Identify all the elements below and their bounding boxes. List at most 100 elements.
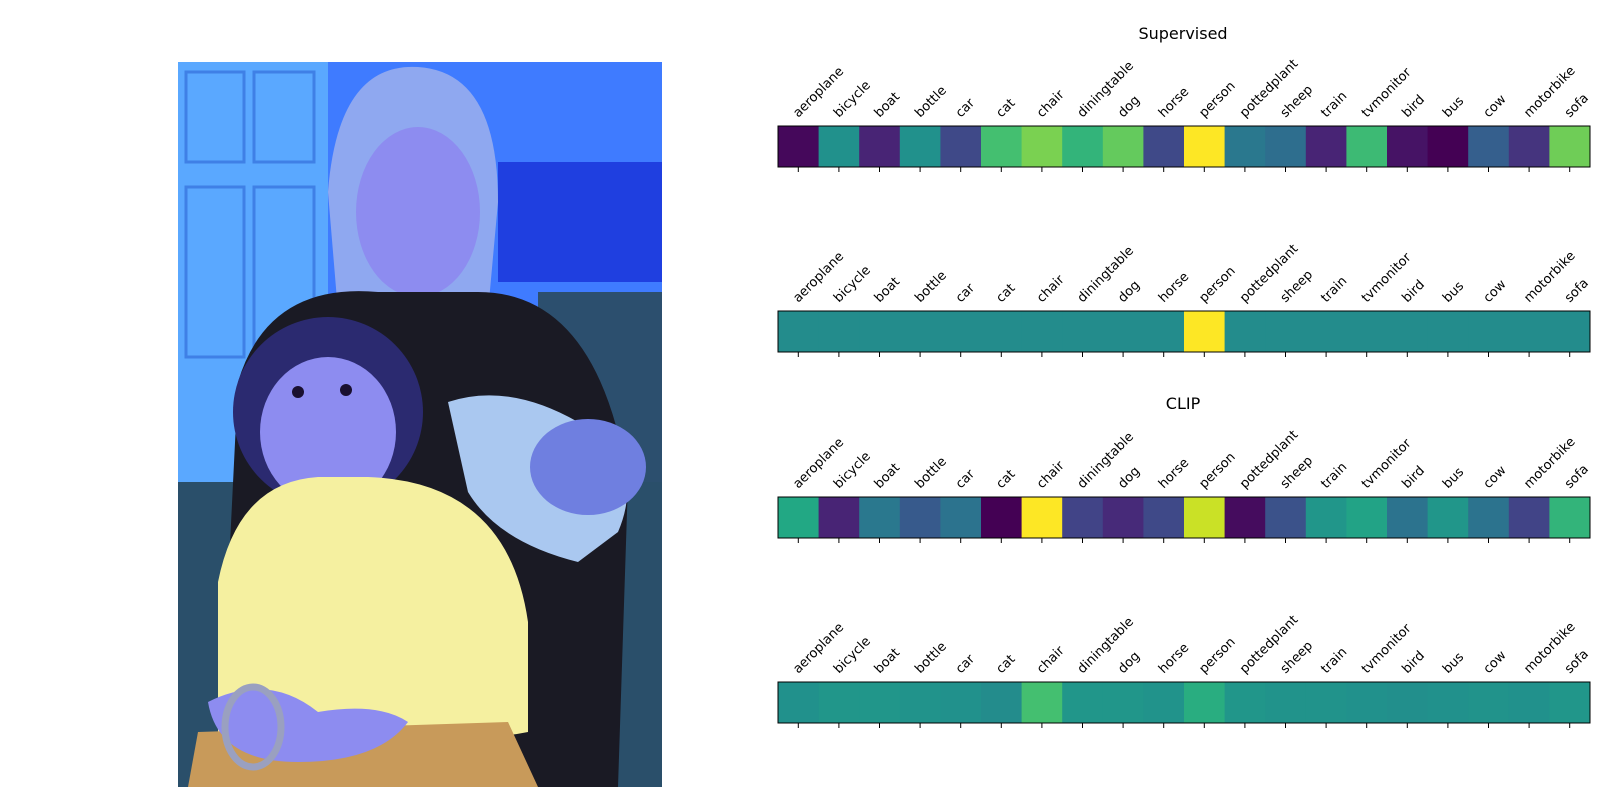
tick-label-train: train xyxy=(1318,460,1350,492)
heatmap-cell-boat xyxy=(859,682,901,723)
tick-label-car: car xyxy=(953,280,979,306)
tick-label-bottle: bottle xyxy=(912,83,949,120)
heatmap-cell-person xyxy=(1184,311,1225,352)
tick-label-bus: bus xyxy=(1440,650,1467,677)
heatmap-cell-pottedplant xyxy=(1224,311,1266,352)
tick-label-cat: cat xyxy=(994,652,1019,677)
heatmap-cell-bicycle xyxy=(818,497,860,538)
heatmap-cell-pottedplant xyxy=(1224,126,1266,167)
heatmap-cell-bus xyxy=(1427,497,1469,538)
tick-label-bicycle: bicycle xyxy=(831,634,874,677)
photo-blue-box xyxy=(498,162,662,282)
tick-label-bicycle: bicycle xyxy=(831,449,874,492)
tick-label-horse: horse xyxy=(1156,641,1192,677)
tick-label-train: train xyxy=(1318,645,1350,677)
photo-panel xyxy=(178,62,662,787)
heatmap-cell-cat xyxy=(981,311,1022,352)
tick-label-train: train xyxy=(1318,274,1350,306)
heatmap-cell-bottle xyxy=(899,497,941,538)
heatmap-cell-cow xyxy=(1468,497,1510,538)
heatmap-cell-diningtable xyxy=(1062,497,1104,538)
tick-label-train: train xyxy=(1318,89,1350,121)
heatmap-cell-bird xyxy=(1387,311,1428,352)
heatmap-cell-person xyxy=(1184,497,1225,538)
tick-label-chair: chair xyxy=(1034,643,1068,677)
heatmap-cell-chair xyxy=(1021,126,1063,167)
heatmap-cell-bottle xyxy=(899,126,941,167)
heatmap-cell-sheep xyxy=(1265,311,1307,352)
tick-label-dog: dog xyxy=(1115,464,1143,492)
photo-child-sweater xyxy=(218,477,528,752)
tick-label-person: person xyxy=(1197,450,1239,492)
heatmap-cell-pottedplant xyxy=(1224,497,1266,538)
heatmap-cell-train xyxy=(1305,682,1347,723)
heatmap-cell-bus xyxy=(1427,682,1469,723)
heatmap-cell-sofa xyxy=(1549,682,1591,723)
heatmap-cell-motorbike xyxy=(1508,497,1550,538)
heatmap-cell-dog xyxy=(1102,311,1144,352)
heatmap-cell-car xyxy=(940,497,982,538)
tick-label-cow: cow xyxy=(1481,92,1510,121)
tick-label-bicycle: bicycle xyxy=(831,263,874,306)
tick-label-sofa: sofa xyxy=(1562,647,1592,677)
tick-label-person: person xyxy=(1197,264,1239,306)
heatmap-cell-cat xyxy=(981,126,1022,167)
chart-title-supervised: Supervised xyxy=(1138,24,1228,43)
heatmap-cell-diningtable xyxy=(1062,126,1104,167)
tick-label-dog: dog xyxy=(1115,649,1143,677)
heatmap-cell-dog xyxy=(1102,682,1144,723)
tick-label-horse: horse xyxy=(1156,270,1192,306)
heatmap-cell-sheep xyxy=(1265,126,1307,167)
photo-child-eye-left xyxy=(292,386,304,398)
heatmap-cell-boat xyxy=(859,311,901,352)
heatmap-cell-horse xyxy=(1143,126,1185,167)
heatmap-frame xyxy=(777,496,1591,539)
tick-label-person: person xyxy=(1197,635,1239,677)
tick-label-cat: cat xyxy=(994,467,1019,492)
heatmap-frame xyxy=(777,125,1591,168)
tick-label-horse: horse xyxy=(1156,85,1192,121)
heatmap-cell-dog xyxy=(1102,497,1144,538)
heatmap-cell-chair xyxy=(1021,311,1063,352)
heatmap-cell-tvmonitor xyxy=(1346,682,1388,723)
tick-label-cat: cat xyxy=(994,96,1019,121)
heatmap-cell-motorbike xyxy=(1508,126,1550,167)
tick-label-bicycle: bicycle xyxy=(831,78,874,121)
heatmap-cell-train xyxy=(1305,311,1347,352)
heatmap-cell-cat xyxy=(981,682,1022,723)
photo-child-hands xyxy=(208,689,408,762)
heatmap-cell-aeroplane xyxy=(778,126,819,167)
heatmap-cell-tvmonitor xyxy=(1346,311,1388,352)
heatmap-cell-bird xyxy=(1387,682,1428,723)
heatmap-cell-bottle xyxy=(899,311,941,352)
heatmap-cell-train xyxy=(1305,126,1347,167)
tick-label-sofa: sofa xyxy=(1562,462,1592,492)
tick-label-cow: cow xyxy=(1481,648,1510,677)
heatmap-cell-aeroplane xyxy=(778,497,819,538)
tick-label-car: car xyxy=(953,651,979,677)
photo-door-panel-upper-right xyxy=(252,70,316,164)
heatmap-cell-tvmonitor xyxy=(1346,126,1388,167)
tick-label-person: person xyxy=(1197,79,1239,121)
heatmap-cell-boat xyxy=(859,497,901,538)
heatmap-cell-aeroplane xyxy=(778,311,819,352)
heatmap-cell-bottle xyxy=(899,682,941,723)
chart-title-clip: CLIP xyxy=(1165,394,1201,413)
tick-label-sheep: sheep xyxy=(1278,82,1316,120)
tick-label-car: car xyxy=(953,95,979,121)
tick-label-bird: bird xyxy=(1400,463,1428,491)
heatmap-cell-horse xyxy=(1143,682,1185,723)
tick-label-bottle: bottle xyxy=(912,639,949,676)
heatmap-cell-chair xyxy=(1021,682,1063,723)
heatmap-cell-car xyxy=(940,126,982,167)
photo-woman-face xyxy=(356,127,480,297)
tick-label-cat: cat xyxy=(994,281,1019,306)
heatmap-cell-boat xyxy=(859,126,901,167)
tick-label-boat: boat xyxy=(872,275,903,306)
heatmap-cell-train xyxy=(1305,497,1347,538)
heatmap-cell-horse xyxy=(1143,311,1185,352)
